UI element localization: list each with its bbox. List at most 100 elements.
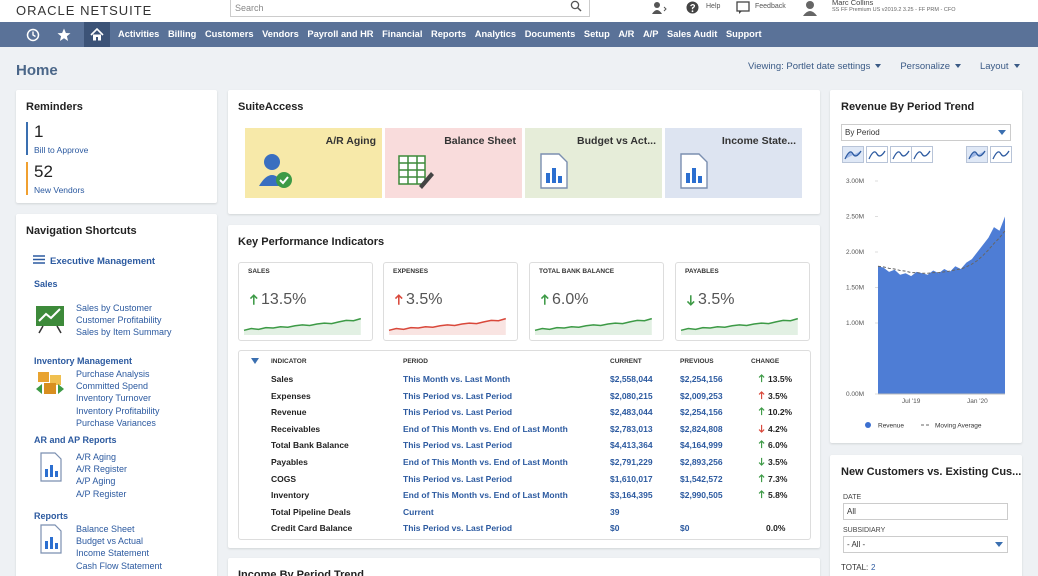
table-cell[interactable]: End of This Month vs. End of Last Month bbox=[403, 423, 568, 434]
avatar[interactable] bbox=[802, 0, 820, 16]
shortcut-link[interactable]: Purchase Variances bbox=[76, 417, 156, 428]
shortcut-link[interactable]: Inventory Turnover bbox=[76, 393, 152, 404]
chart-type-button[interactable] bbox=[966, 146, 988, 163]
reminder-count[interactable]: 1 bbox=[34, 122, 44, 141]
kpi-card[interactable]: SALES 13.5% bbox=[238, 262, 373, 341]
collapse-toggle[interactable] bbox=[251, 358, 259, 364]
reminder-label[interactable]: Bill to Approve bbox=[34, 145, 89, 155]
table-cell[interactable]: $2,990,505 bbox=[680, 490, 723, 501]
table-cell[interactable]: This Month vs. Last Month bbox=[403, 374, 511, 384]
chart-type-button[interactable] bbox=[866, 146, 888, 163]
kpi-card[interactable]: TOTAL BANK BALANCE 6.0% bbox=[529, 262, 664, 341]
nav-item[interactable]: Sales Audit bbox=[667, 29, 718, 39]
shortcut-link[interactable]: Cash Flow Statement bbox=[76, 560, 163, 571]
table-cell[interactable]: This Period vs. Last Period bbox=[403, 390, 513, 401]
reminder-count[interactable]: 52 bbox=[34, 162, 53, 181]
suiteaccess-tile[interactable]: Budget vs Act... bbox=[525, 128, 662, 198]
table-cell[interactable]: This Period vs. Last Period bbox=[403, 473, 513, 484]
table-cell[interactable]: $2,483,044 bbox=[610, 407, 653, 418]
table-cell[interactable]: $2,824,808 bbox=[680, 423, 723, 434]
recent-icon[interactable] bbox=[26, 28, 40, 42]
nav-item[interactable]: Vendors bbox=[262, 29, 299, 39]
total-value[interactable]: 2 bbox=[871, 563, 876, 572]
view-option[interactable]: Viewing: Portlet date settings bbox=[748, 61, 882, 72]
shortcut-group[interactable]: AR and AP Reports bbox=[34, 435, 117, 445]
kpi-card[interactable]: PAYABLES 3.5% bbox=[675, 262, 810, 341]
help-link[interactable]: Help bbox=[706, 3, 721, 10]
kpi-card[interactable]: EXPENSES 3.5% bbox=[383, 262, 518, 341]
chart-type-button[interactable] bbox=[990, 146, 1012, 163]
shortcut-link[interactable]: Customer Profitability bbox=[76, 315, 162, 326]
shortcut-link[interactable]: Income Statement bbox=[76, 548, 150, 559]
table-cell[interactable]: $1,610,017 bbox=[610, 473, 653, 484]
table-cell[interactable]: End of This Month vs. End of Last Month bbox=[403, 457, 568, 467]
suiteaccess-tile[interactable]: Income State... bbox=[665, 128, 802, 198]
nav-item[interactable]: Payroll and HR bbox=[307, 29, 374, 39]
nav-item[interactable]: Billing bbox=[167, 29, 197, 39]
table-cell[interactable]: $4,413,364 bbox=[610, 440, 653, 451]
table-cell[interactable]: $2,893,256 bbox=[680, 457, 723, 467]
shortcut-link[interactable]: Purchase Analysis bbox=[76, 369, 150, 379]
nav-item[interactable]: Activities bbox=[118, 29, 160, 39]
shortcut-link[interactable]: Budget vs Actual bbox=[76, 536, 144, 547]
chart-type-button[interactable] bbox=[911, 146, 933, 163]
shortcut-group[interactable]: Inventory Management bbox=[34, 356, 133, 366]
view-option[interactable]: Personalize bbox=[900, 61, 961, 72]
table-cell[interactable]: This Period vs. Last Period bbox=[403, 407, 513, 418]
shortcut-link[interactable]: Sales by Customer bbox=[76, 303, 153, 313]
table-cell[interactable]: $2,080,215 bbox=[610, 390, 653, 401]
shortcut-link[interactable]: Executive Management bbox=[50, 256, 156, 267]
table-cell[interactable]: 39 bbox=[610, 506, 620, 517]
shortcut-link[interactable]: Inventory Profitability bbox=[76, 405, 160, 416]
table-cell[interactable]: Current bbox=[403, 506, 434, 517]
switch-role-icon[interactable] bbox=[651, 1, 667, 15]
date-input[interactable]: All bbox=[843, 503, 1008, 520]
shortcut-group[interactable]: Reports bbox=[34, 511, 69, 521]
shortcut-link[interactable]: A/P Register bbox=[76, 488, 127, 499]
suiteaccess-tile[interactable]: Balance Sheet bbox=[385, 128, 522, 198]
table-cell[interactable]: This Period vs. Last Period bbox=[403, 523, 513, 534]
period-select[interactable]: By Period bbox=[841, 124, 1011, 141]
user-name[interactable]: Marc Collins bbox=[832, 0, 874, 7]
search-box[interactable]: Search bbox=[230, 0, 590, 17]
table-cell[interactable]: $0 bbox=[680, 523, 690, 534]
nav-item[interactable]: Documents bbox=[524, 29, 576, 39]
table-cell[interactable]: $3,164,395 bbox=[610, 490, 653, 501]
favorites-icon[interactable] bbox=[57, 28, 71, 42]
reminder-label[interactable]: New Vendors bbox=[34, 185, 85, 195]
shortcut-link[interactable]: Committed Spend bbox=[76, 381, 149, 392]
table-cell[interactable]: $2,791,229 bbox=[610, 457, 653, 467]
chart-type-button[interactable] bbox=[842, 146, 864, 163]
nav-item[interactable]: A/R bbox=[618, 29, 635, 39]
subsidiary-select[interactable]: - All - bbox=[843, 536, 1008, 553]
search-icon[interactable] bbox=[570, 0, 582, 12]
nav-item[interactable]: A/P bbox=[642, 29, 659, 39]
table-cell[interactable]: $2,558,044 bbox=[610, 374, 653, 384]
nav-item[interactable]: Customers bbox=[204, 29, 254, 39]
view-option[interactable]: Layout bbox=[980, 61, 1020, 72]
logo[interactable]: ORACLE NETSUITE bbox=[16, 3, 153, 18]
help-icon[interactable] bbox=[686, 1, 699, 14]
shortcut-link[interactable]: Sales by Item Summary bbox=[76, 327, 172, 338]
feedback-icon[interactable] bbox=[736, 1, 750, 14]
shortcut-group[interactable]: Sales bbox=[34, 279, 58, 289]
shortcut-link[interactable]: A/R Aging bbox=[76, 452, 117, 462]
feedback-link[interactable]: Feedback bbox=[755, 3, 786, 10]
table-cell[interactable]: This Period vs. Last Period bbox=[403, 440, 513, 451]
table-cell[interactable]: $2,783,013 bbox=[610, 423, 653, 434]
table-cell[interactable]: End of This Month vs. End of Last Month bbox=[403, 490, 568, 501]
nav-item[interactable]: Analytics bbox=[474, 29, 517, 39]
suiteaccess-tile[interactable]: A/R Aging bbox=[245, 128, 382, 198]
shortcut-link[interactable]: A/R Register bbox=[76, 464, 128, 475]
table-cell[interactable]: $0 bbox=[610, 523, 620, 534]
nav-item[interactable]: Support bbox=[725, 29, 762, 39]
table-cell[interactable]: $2,009,253 bbox=[680, 390, 723, 401]
home-icon[interactable] bbox=[90, 28, 104, 41]
table-cell[interactable]: $2,254,156 bbox=[680, 374, 723, 384]
table-cell[interactable]: $4,164,999 bbox=[680, 440, 723, 451]
nav-item[interactable]: Financial bbox=[382, 29, 423, 39]
shortcut-link[interactable]: Balance Sheet bbox=[76, 524, 135, 534]
nav-item[interactable]: Setup bbox=[583, 29, 610, 39]
shortcut-link[interactable]: A/P Aging bbox=[76, 476, 116, 487]
table-cell[interactable]: $2,254,156 bbox=[680, 407, 723, 418]
